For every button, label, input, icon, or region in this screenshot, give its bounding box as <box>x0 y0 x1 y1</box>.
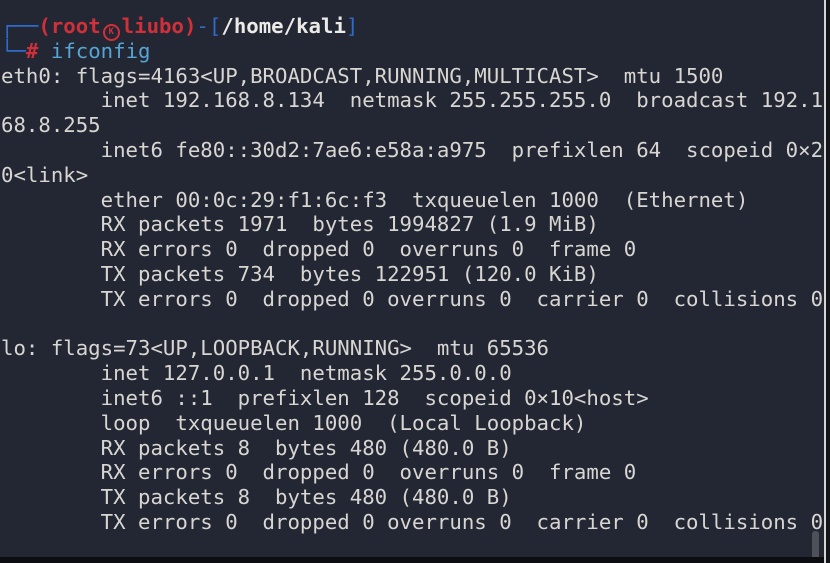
terminal-line: RX packets 1971 bytes 1994827 (1.9 MiB) <box>1 212 599 237</box>
terminal-line: 68.8.255 <box>1 113 101 138</box>
terminal-line: TX errors 0 dropped 0 overruns 0 carrier… <box>1 286 824 311</box>
window-edge-bottom <box>0 557 824 563</box>
terminal-line <box>1 312 825 337</box>
terminal-line: inet 127.0.0.1 netmask 255.0.0.0 <box>1 361 512 386</box>
terminal-line: eth0: flags=4163<UP,BROADCAST,RUNNING,MU… <box>1 63 724 88</box>
terminal-line: inet 192.168.8.134 netmask 255.255.255.0… <box>1 88 824 113</box>
terminal-line: RX packets 8 bytes 480 (480.0 B) <box>1 435 512 460</box>
terminal-line: loop txqueuelen 1000 (Local Loopback) <box>1 410 587 435</box>
terminal-line: RX errors 0 dropped 0 overruns 0 frame 0 <box>1 237 637 262</box>
terminal-line: TX errors 0 dropped 0 overruns 0 carrier… <box>1 509 824 534</box>
scrollbar-thumb[interactable] <box>812 531 819 557</box>
terminal-line: TX packets 8 bytes 480 (480.0 B) <box>1 485 512 510</box>
terminal-line: 0<link> <box>1 162 89 187</box>
terminal-line: TX packets 734 bytes 122951 (120.0 KiB) <box>1 261 599 286</box>
window-border-right <box>824 0 826 563</box>
terminal-line: lo: flags=73<UP,LOOPBACK,RUNNING> mtu 65… <box>1 336 550 361</box>
terminal-line: ether 00:0c:29:f1:6c:f3 txqueuelen 1000 … <box>1 187 749 212</box>
kali-dragon-icon: K <box>102 24 120 41</box>
terminal-line: inet6 ::1 prefixlen 128 scopeid 0×10<hos… <box>1 385 649 410</box>
window-edge-right <box>826 0 830 563</box>
terminal-line: RX errors 0 dropped 0 overruns 0 frame 0 <box>1 460 637 485</box>
terminal-line: inet6 fe80::30d2:7ae6:e58a:a975 prefixle… <box>1 137 824 162</box>
command-line: └─# ifconfig <box>1 38 151 63</box>
